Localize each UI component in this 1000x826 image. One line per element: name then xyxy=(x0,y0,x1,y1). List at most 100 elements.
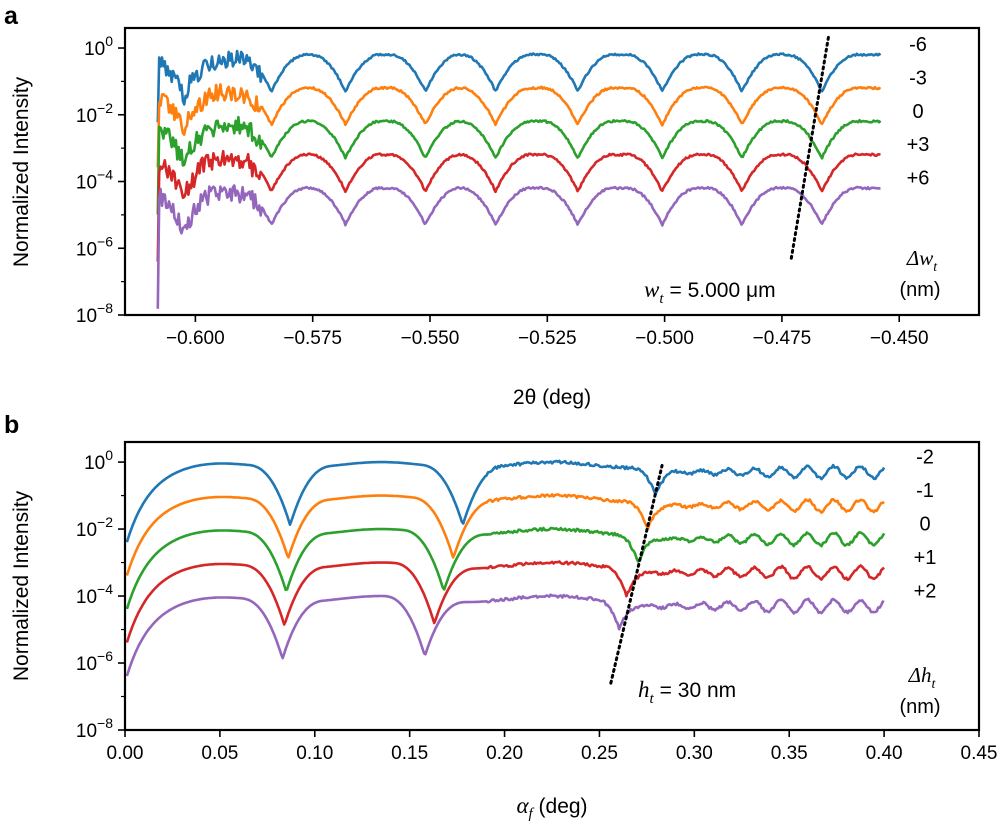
b-ytick-exponent: −8 xyxy=(97,715,113,731)
b-ytick-base: 10 xyxy=(76,520,97,541)
panel-b-dotted-line xyxy=(609,463,664,685)
panel-b-annotation-value: = 30 nm xyxy=(660,679,736,702)
a-ytick-label: 10−8 xyxy=(76,300,113,327)
panel-b-letter: b xyxy=(4,411,19,439)
panel-a-delta-sub: t xyxy=(933,260,938,275)
a-series-line xyxy=(156,115,882,215)
panel-a-letter: a xyxy=(4,2,19,30)
b-series-label: 0 xyxy=(919,513,930,535)
a-ytick-base: 10 xyxy=(76,239,97,260)
panel-a-annotation-symbol: w xyxy=(644,277,660,302)
a-ytick-base: 10 xyxy=(76,173,97,194)
a-xtick-label: −0.475 xyxy=(753,328,812,349)
b-xtick-label: 0.20 xyxy=(486,743,523,764)
a-series-line xyxy=(156,49,882,123)
a-dotted-guide xyxy=(789,33,831,260)
a-series-label: -3 xyxy=(909,67,927,89)
b-ytick-label: 10−6 xyxy=(76,648,113,675)
b-series-label: +1 xyxy=(914,547,937,569)
b-ytick-exponent: −6 xyxy=(97,648,113,664)
b-ytick-base: 10 xyxy=(76,654,97,675)
panel-a-delta-symbol: Δw xyxy=(906,246,933,270)
panel-b-series-labels: -2 -1 0 +1 +2 xyxy=(914,446,937,602)
panel-a-annotation-sub: t xyxy=(659,291,664,307)
panel-a-annotation: wt = 5.000 μm xyxy=(644,277,776,307)
b-series-label: +2 xyxy=(914,580,937,602)
b-xtick-label: 0.35 xyxy=(771,743,808,764)
a-series-label: -6 xyxy=(909,34,927,56)
b-series-line xyxy=(125,560,885,643)
panel-a-dotted-line xyxy=(789,33,831,260)
panel-b-xlabel-unit: (deg) xyxy=(533,795,588,818)
b-ytick-label: 10−8 xyxy=(76,715,113,742)
panel-b-delta-label: Δht xyxy=(908,663,937,692)
panel-b-xlabel: αf (deg) xyxy=(516,793,587,822)
b-series-label: -2 xyxy=(916,446,934,468)
a-ytick-base: 10 xyxy=(84,39,105,60)
b-dotted-guide xyxy=(609,463,664,685)
panel-a-frame xyxy=(123,26,981,317)
a-xtick-label: −0.525 xyxy=(518,328,577,349)
panel-b-annotation-symbol: h xyxy=(638,677,650,702)
a-ytick-base: 10 xyxy=(76,306,97,327)
a-ytick-base: 10 xyxy=(76,106,97,127)
b-ytick-label: 10−2 xyxy=(76,514,113,541)
panel-a-xlabel: 2θ (deg) xyxy=(513,386,591,409)
b-xtick-label: 0.30 xyxy=(676,743,713,764)
b-xtick-label: 0.10 xyxy=(296,743,333,764)
b-series-line xyxy=(125,526,886,610)
panel-b-x-ticks: 0.00 0.05 0.10 0.15 0.20 0.25 0.30 0.35 0.40 0.45 xyxy=(107,730,998,764)
b-series-label: -1 xyxy=(916,480,934,502)
b-xtick-label: 0.25 xyxy=(581,743,618,764)
a-ytick-label: 10−6 xyxy=(76,233,113,260)
b-ytick-base: 10 xyxy=(84,453,105,474)
panel-b: 0.00 0.05 0.10 0.15 0.20 0.25 0.30 0.35 0.40 0.45… xyxy=(10,440,998,822)
b-series-line xyxy=(125,593,885,677)
b-ytick-base: 10 xyxy=(76,721,97,742)
a-ytick-exponent: −8 xyxy=(97,300,113,316)
a-xtick-label: −0.575 xyxy=(283,328,342,349)
a-ytick-exponent: −2 xyxy=(97,100,113,116)
a-ytick-exponent: −6 xyxy=(97,233,113,249)
b-xtick-label: 0.05 xyxy=(201,743,238,764)
b-xtick-label: 0.15 xyxy=(391,743,428,764)
panel-b-delta-symbol: Δh xyxy=(908,663,932,687)
panel-b-frame xyxy=(123,440,981,732)
panel-b-delta-unit: (nm) xyxy=(899,696,940,718)
b-xtick-label: 0.40 xyxy=(866,743,903,764)
panel-a: −0.600 −0.575 −0.550 −0.525 −0.500 −0.475 −0.4… xyxy=(10,26,981,409)
b-xtick-label: 0.00 xyxy=(107,743,144,764)
a-series-line xyxy=(156,83,882,168)
panel-a-series-labels: -6 -3 0 +3 +6 xyxy=(907,34,930,189)
a-series-label: +6 xyxy=(907,168,930,190)
a-series-line xyxy=(156,149,881,262)
a-ytick-exponent: −4 xyxy=(97,167,113,183)
b-series-line xyxy=(125,459,886,543)
panel-b-ylabel: Normalized Intensity xyxy=(10,490,33,681)
b-xtick-label: 0.45 xyxy=(961,743,998,764)
panel-b-xlabel-symbol: α xyxy=(516,793,529,818)
a-xtick-label: −0.550 xyxy=(401,328,460,349)
a-series-label: 0 xyxy=(912,101,923,123)
b-ytick-exponent: −4 xyxy=(97,581,113,597)
b-ytick-exponent: −2 xyxy=(97,514,113,530)
a-ytick-exponent: 0 xyxy=(105,33,113,49)
a-ytick-label: 100 xyxy=(84,33,113,60)
panel-a-delta-label: Δwt xyxy=(906,246,938,275)
a-ytick-label: 10−2 xyxy=(76,100,113,127)
a-ytick-label: 10−4 xyxy=(76,167,113,194)
a-xtick-label: −0.600 xyxy=(166,328,225,349)
panel-a-annotation-value: = 5.000 μm xyxy=(670,279,776,302)
panel-b-annotation: ht = 30 nm xyxy=(638,677,736,707)
b-ytick-base: 10 xyxy=(76,587,97,608)
a-series-line xyxy=(156,184,881,309)
b-ytick-label: 10−4 xyxy=(76,581,113,608)
panel-a-curves xyxy=(156,49,882,309)
panel-a-x-ticks: −0.600 −0.575 −0.550 −0.525 −0.500 −0.475 −0.4… xyxy=(166,315,929,349)
b-ytick-label: 100 xyxy=(84,447,113,474)
panel-b-delta-sub: t xyxy=(931,677,936,692)
panel-b-xlabel-sub: f xyxy=(529,806,535,822)
